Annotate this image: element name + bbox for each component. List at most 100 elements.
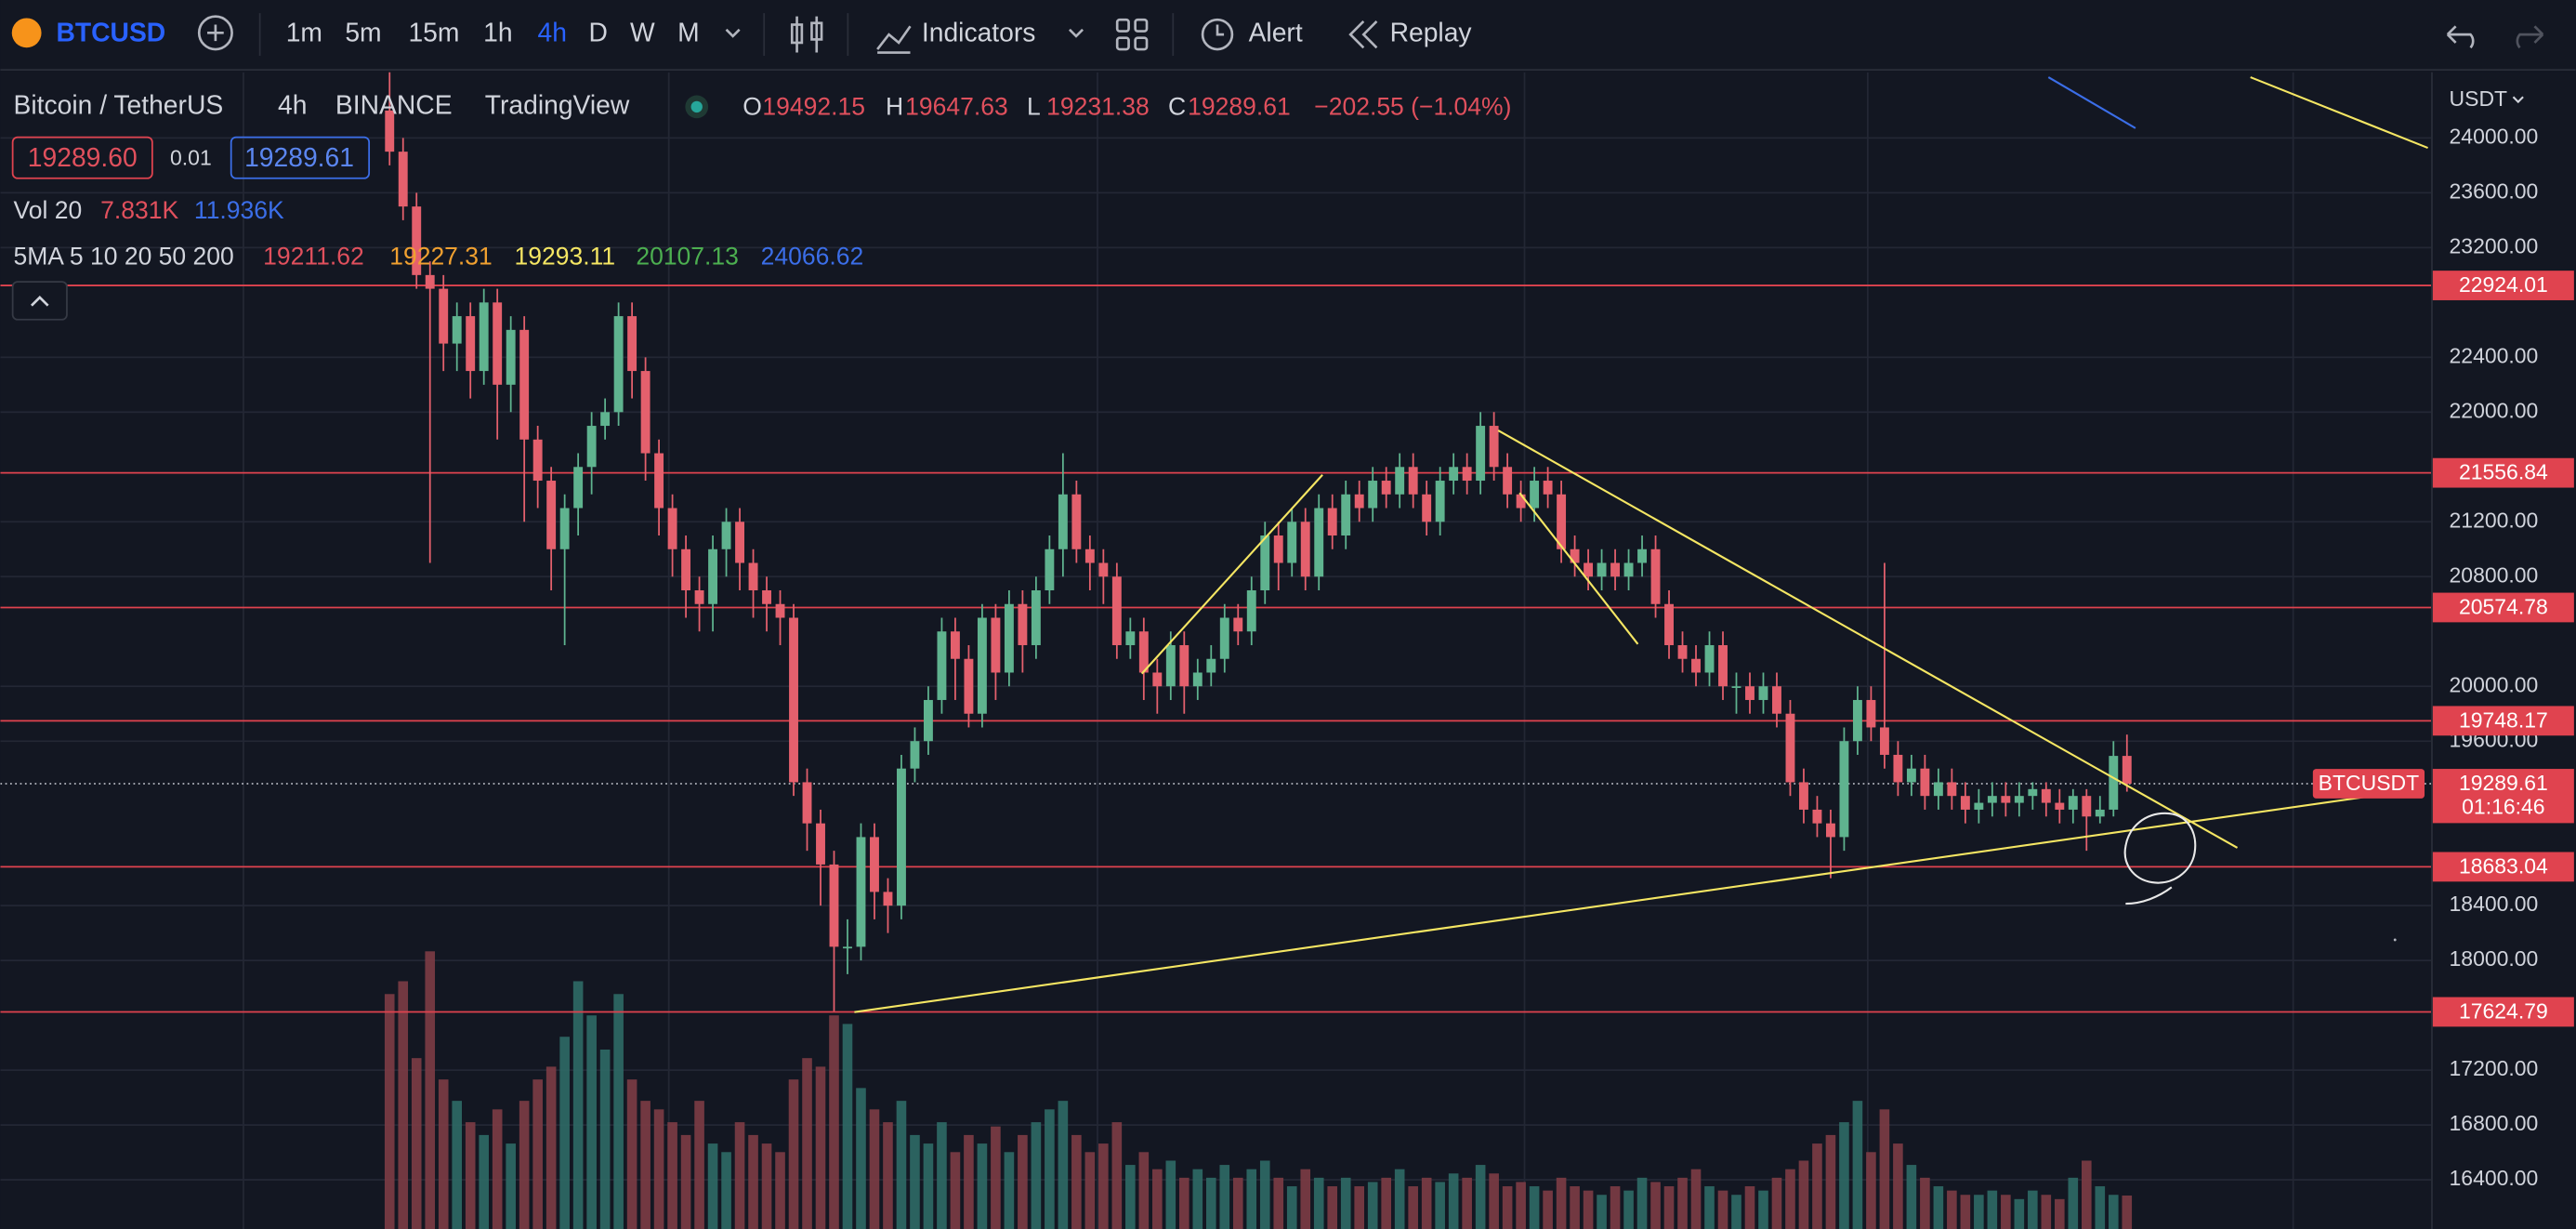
timeframe[interactable]: M	[677, 18, 700, 47]
volume-bar	[694, 1101, 704, 1229]
candle-body	[1314, 508, 1324, 577]
volume-bar	[1421, 1177, 1432, 1229]
volume-bar	[1192, 1169, 1203, 1229]
candle-body	[883, 892, 893, 906]
candle-body	[493, 302, 503, 385]
volume-bar	[1205, 1177, 1216, 1229]
volume-bar	[1758, 1190, 1768, 1229]
candle-body	[1731, 686, 1741, 688]
candle-body	[1287, 522, 1297, 563]
redo[interactable]	[2516, 25, 2544, 49]
alert-button[interactable]: Alert	[1249, 18, 1303, 47]
volume-bar	[626, 1079, 637, 1229]
volume-bar	[492, 1109, 503, 1229]
volume-bar	[1502, 1186, 1513, 1229]
volume-bar	[398, 981, 409, 1229]
volume-value: 11.936K	[194, 196, 284, 224]
ohlc-label: C	[1168, 93, 1186, 121]
candle-body	[1597, 562, 1607, 577]
timeframe[interactable]: 1m	[286, 18, 322, 47]
candle-body	[1852, 699, 1862, 742]
timeframe[interactable]: 4h	[537, 18, 566, 47]
volume-bar	[1489, 1173, 1499, 1229]
volume-bar	[1098, 1143, 1109, 1229]
replay-button[interactable]: Replay	[1390, 18, 1473, 47]
volume-bar	[1583, 1190, 1594, 1229]
trendline[interactable]	[2250, 76, 2428, 150]
ask-box[interactable]	[230, 136, 371, 179]
candle-body	[1704, 644, 1715, 673]
trendline[interactable]	[854, 796, 2366, 1013]
volume-bar	[815, 1066, 826, 1229]
symbol[interactable]: BTCUSD	[56, 18, 165, 47]
volume-bar	[1879, 1109, 1890, 1229]
ask: 19289.61	[244, 142, 354, 172]
timeframe[interactable]: 1h	[483, 18, 512, 47]
candle-body	[1516, 494, 1526, 509]
indicators-menu[interactable]	[1069, 28, 1084, 38]
timeframe[interactable]: 5m	[345, 18, 381, 47]
candle-body	[1449, 467, 1459, 482]
volume-bar	[1462, 1177, 1472, 1229]
candle-body	[1111, 576, 1122, 645]
volume-bar	[896, 1101, 907, 1229]
status-dot	[690, 100, 703, 113]
circle-annotation[interactable]	[2123, 812, 2197, 905]
candle-body	[950, 631, 960, 659]
add-symbol[interactable]	[197, 15, 233, 51]
candle-body	[452, 316, 462, 344]
volume-bar	[1084, 1152, 1096, 1229]
timeframe[interactable]: W	[630, 18, 655, 47]
trendline[interactable]	[2047, 76, 2136, 129]
currency[interactable]: USDT	[2450, 86, 2508, 111]
volume-values: 7.831K 11.936K	[100, 196, 284, 224]
volume-bar	[2081, 1160, 2092, 1229]
chart-type-icon[interactable]	[790, 16, 823, 53]
volume-bar	[1178, 1177, 1189, 1229]
volume-bar	[923, 1143, 934, 1229]
volume-bar	[1933, 1186, 1944, 1229]
candle-body	[829, 864, 839, 947]
indicators-button[interactable]: Indicators	[922, 18, 1036, 47]
toolbar: BTCUSD Indicators Alert Replay 1m 5m 15m 1h…	[0, 13, 2576, 71]
price-tick-label: 20000.00	[2450, 672, 2539, 696]
ma-value: 20107.13	[636, 242, 739, 270]
collapse-button[interactable]	[11, 281, 68, 321]
ma-value: 24066.62	[761, 242, 864, 270]
undo[interactable]	[2446, 25, 2475, 49]
volume-bar	[2001, 1195, 2011, 1229]
trendline[interactable]	[1518, 492, 1639, 645]
volume-bar	[1327, 1186, 1338, 1229]
candle-body	[654, 453, 664, 509]
symbol-tag-box	[2312, 769, 2425, 799]
volume-bar	[1974, 1195, 1984, 1229]
volume-bar	[680, 1134, 691, 1229]
currency-menu[interactable]	[2512, 96, 2524, 104]
timeframe[interactable]: 15m	[408, 18, 459, 47]
volume-bar	[1610, 1186, 1621, 1229]
ohlc-label: O	[743, 93, 762, 121]
volume-bar	[1394, 1169, 1405, 1229]
volume-bar	[613, 994, 624, 1229]
candles	[385, 72, 2132, 1011]
candle-body	[559, 508, 570, 549]
volume-bar	[545, 1066, 557, 1229]
volume-bar	[937, 1122, 947, 1229]
candle-body	[1489, 426, 1499, 468]
volume-bar	[1138, 1152, 1150, 1229]
candle-body	[1677, 644, 1688, 659]
layout-icon[interactable]	[1115, 18, 1149, 51]
candle-body	[667, 508, 677, 549]
timeframe-menu[interactable]	[725, 28, 741, 38]
candle-body	[802, 782, 812, 824]
trendline[interactable]	[1497, 429, 2239, 849]
timeframe[interactable]: D	[588, 18, 607, 47]
volume-bar	[1556, 1177, 1567, 1229]
trendline[interactable]	[1140, 474, 1323, 675]
spread: 0.01	[170, 145, 212, 169]
bid-box[interactable]	[11, 136, 153, 179]
ohlc-value: 19231.38	[1046, 93, 1150, 121]
candle-body	[600, 412, 611, 427]
price-tick-label: 20800.00	[2450, 562, 2539, 587]
